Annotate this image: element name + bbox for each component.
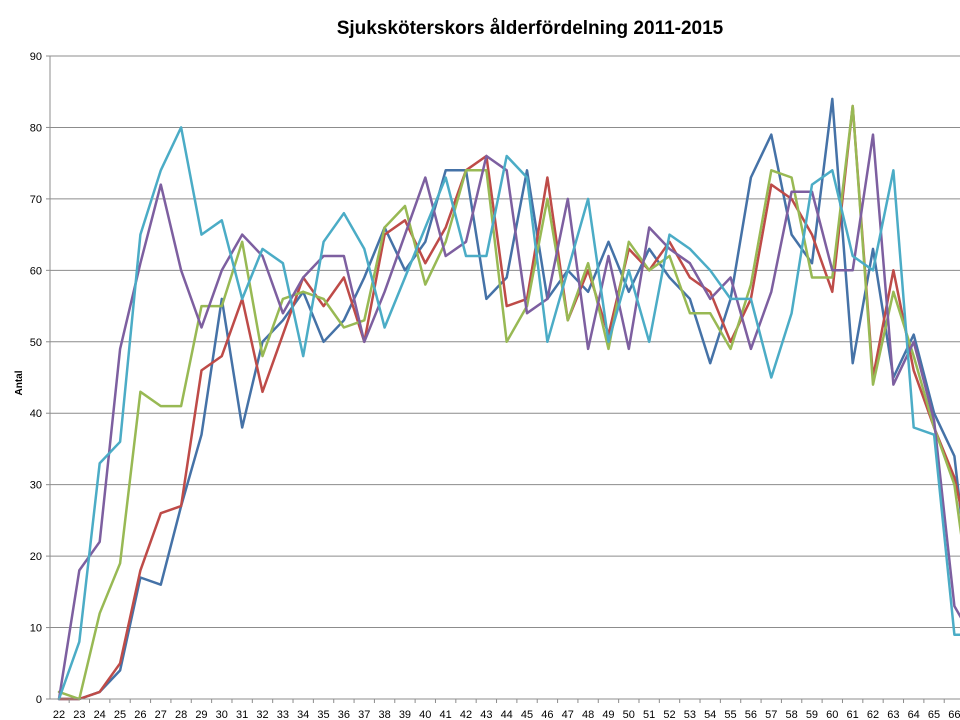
y-tick-label: 70 (30, 194, 42, 206)
x-tick-label: 66 (948, 709, 960, 720)
y-tick-label: 90 (30, 51, 42, 63)
series-line-2 (57, 104, 960, 701)
x-tick-label: 26 (134, 709, 146, 720)
x-tick-label: 22 (53, 709, 65, 720)
x-tick-label: 28 (175, 709, 187, 720)
y-tick-labels: 0 10 20 30 40 50 60 70 80 90 (30, 51, 42, 706)
x-tick-label: 62 (867, 709, 879, 720)
x-tick-label: 46 (541, 709, 553, 720)
x-tick-label: 35 (317, 709, 329, 720)
y-axis-label: Antal (14, 370, 25, 395)
x-tick-label: 41 (440, 709, 452, 720)
y-tick-label: 80 (30, 122, 42, 134)
x-tick-label: 24 (94, 709, 106, 720)
series-line-5 (57, 126, 960, 701)
x-tick-label: 32 (256, 709, 268, 720)
series-lines (57, 97, 960, 701)
x-tick-label: 44 (501, 709, 513, 720)
y-tick-label: 30 (30, 480, 42, 492)
x-tick-labels: 22 23 24 25 26 27 28 29 30 31 32 33 34 35 36 37 38 39 40 41… (53, 709, 960, 720)
x-tick-label: 63 (887, 709, 899, 720)
y-tick-label: 20 (30, 551, 42, 563)
x-tick-label: 53 (684, 709, 696, 720)
x-tick-label: 47 (562, 709, 574, 720)
x-tick-label: 61 (847, 709, 859, 720)
x-tick-label: 39 (399, 709, 411, 720)
x-tick-label: 55 (724, 709, 736, 720)
x-tick-label: 25 (114, 709, 126, 720)
x-tick-label: 29 (195, 709, 207, 720)
x-tick-label: 57 (765, 709, 777, 720)
y-tick-label: 40 (30, 408, 42, 420)
x-tick-label: 52 (663, 709, 675, 720)
y-tick-label: 10 (30, 623, 42, 635)
x-tick-label: 36 (338, 709, 350, 720)
x-tick-label: 34 (297, 709, 309, 720)
x-tick-label: 60 (826, 709, 838, 720)
x-tick-label: 54 (704, 709, 716, 720)
chart-title: Sjuksköterskors ålderfördelning 2011-201… (337, 18, 724, 39)
series-line-4 (57, 133, 960, 701)
x-tick-label: 64 (908, 709, 920, 720)
gridlines (50, 55, 960, 629)
x-tick-label: 49 (602, 709, 614, 720)
x-tick-label: 27 (155, 709, 167, 720)
y-tick-label: 0 (36, 694, 42, 706)
axes (46, 55, 960, 703)
x-tick-label: 50 (623, 709, 635, 720)
x-tick-label: 37 (358, 709, 370, 720)
x-tick-label: 43 (480, 709, 492, 720)
x-tick-label: 42 (460, 709, 472, 720)
x-tick-label: 33 (277, 709, 289, 720)
x-tick-label: 23 (73, 709, 85, 720)
series-line-1 (57, 97, 960, 701)
x-tick-label: 51 (643, 709, 655, 720)
x-tick-label: 58 (785, 709, 797, 720)
x-tick-label: 31 (236, 709, 248, 720)
x-tick-label: 38 (378, 709, 390, 720)
y-tick-label: 60 (30, 265, 42, 277)
x-tick-label: 56 (745, 709, 757, 720)
series-line-3 (57, 104, 960, 701)
x-tick-label: 59 (806, 709, 818, 720)
x-tick-label: 30 (216, 709, 228, 720)
x-tick-label: 45 (521, 709, 533, 720)
x-tick-label: 48 (582, 709, 594, 720)
x-tick-label: 40 (419, 709, 431, 720)
y-tick-label: 50 (30, 337, 42, 349)
x-tick-label: 65 (928, 709, 940, 720)
